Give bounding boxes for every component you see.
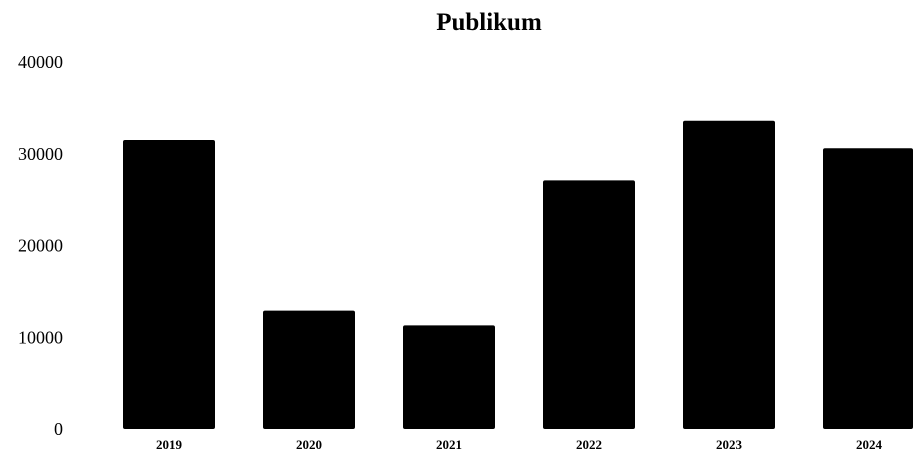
x-tick-label: 2019 [156, 437, 183, 452]
x-tick-label: 2023 [716, 437, 743, 452]
x-axis: 2019 2020 2021 2022 2023 2024 [156, 437, 883, 452]
y-tick-label: 20000 [18, 236, 63, 256]
x-tick-label: 2022 [576, 437, 602, 452]
bar-2022 [543, 180, 635, 429]
bar-2020 [263, 310, 355, 429]
bars [123, 120, 913, 430]
y-tick-label: 10000 [18, 327, 63, 347]
y-tick-label: 30000 [18, 144, 63, 164]
bar-2019 [123, 139, 215, 430]
x-tick-label: 2020 [296, 437, 322, 452]
y-tick-label: 0 [54, 419, 63, 439]
y-tick-label: 40000 [18, 52, 63, 72]
x-tick-label: 2024 [856, 437, 883, 452]
y-axis: 0 10000 20000 30000 40000 [18, 52, 63, 439]
x-tick-label: 2021 [436, 437, 462, 452]
chart-title: Publikum [436, 9, 542, 36]
bar-2023 [683, 120, 775, 429]
bar-2024 [823, 148, 913, 429]
bar-2021 [403, 325, 495, 429]
